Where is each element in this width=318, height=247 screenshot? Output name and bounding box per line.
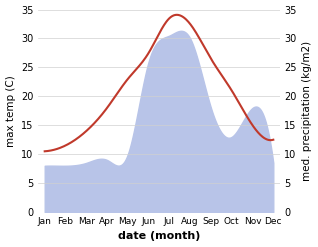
- X-axis label: date (month): date (month): [118, 231, 200, 242]
- Y-axis label: med. precipitation (kg/m2): med. precipitation (kg/m2): [302, 41, 313, 181]
- Y-axis label: max temp (C): max temp (C): [5, 75, 16, 147]
